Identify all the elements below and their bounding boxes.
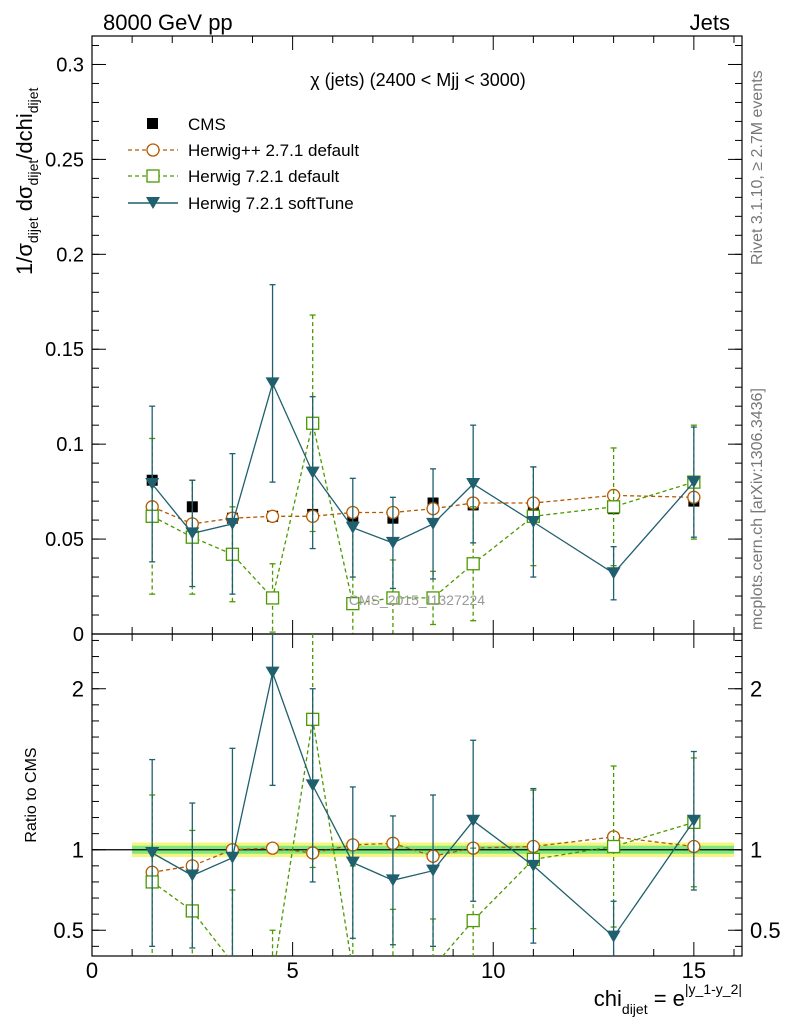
x-tick-label: 15 (682, 958, 706, 983)
side-label-rivet: Rivet 3.1.10, ≥ 2.7M events (749, 70, 766, 265)
data-point (466, 557, 480, 571)
data-point (606, 567, 621, 580)
data-point (606, 839, 621, 854)
data-point (426, 517, 441, 530)
ratio-y-tick-label-right: 1 (750, 838, 762, 863)
main-panel: 0 0.05 0.1 0.15 0.2 0.25 0.3 χ (jets) (2400 < … (12, 35, 743, 646)
data-point (265, 666, 280, 679)
data-point (145, 846, 160, 859)
ylabel-part-1: 1/σ (12, 243, 37, 275)
main-y-tick-label: 0.2 (56, 244, 84, 266)
legend-marker-softtune (146, 197, 160, 209)
ratio-frame (91, 633, 743, 957)
legend: CMS Herwig++ 2.7.1 default Herwig 7.2.1 … (128, 115, 359, 213)
ylabel-part-2: dσ (12, 185, 37, 217)
ratio-y-tick-label-right: 2 (750, 677, 762, 702)
data-point (265, 377, 280, 390)
data-point (466, 478, 481, 491)
data-point (346, 596, 360, 611)
ylabel-sub-2: dijet (25, 160, 41, 186)
data-point (265, 591, 280, 605)
main-y-tick-label: 0.05 (45, 529, 84, 551)
data-point (606, 930, 621, 943)
main-series-layer (145, 284, 701, 634)
legend-marker-herwigpp (146, 143, 160, 157)
series-line (151, 670, 695, 938)
data-point (225, 517, 240, 530)
data-point (386, 591, 400, 605)
data-point (466, 913, 480, 928)
series-line (152, 836, 694, 873)
data-point (426, 864, 441, 877)
legend-label-softtune: Herwig 7.2.1 softTune (188, 194, 354, 213)
legend-marker-herwig721 (146, 169, 160, 183)
legend-label-herwig721: Herwig 7.2.1 default (188, 167, 339, 186)
main-y-tick-label: 0.1 (56, 434, 84, 456)
data-point (385, 536, 400, 549)
watermark: CMS_2015_I1327224 (349, 592, 485, 608)
data-point (305, 779, 320, 792)
data-point (225, 851, 240, 864)
x-tick-label: 0 (86, 958, 98, 983)
data-point (466, 814, 481, 827)
header-left-title: 8000 GeV pp (103, 10, 233, 35)
data-point (305, 466, 320, 479)
xlabel-part-1: chi (594, 986, 622, 1011)
ratio-series-layer (145, 634, 701, 956)
data-point (385, 874, 400, 887)
data-point (426, 591, 440, 605)
main-chart-title: χ (jets) (2400 < Mjj < 3000) (310, 70, 526, 90)
data-point (265, 841, 280, 855)
xlabel-sup: |y_1-y_2| (685, 981, 742, 997)
data-point (526, 515, 541, 528)
xlabel-part-2: = e (648, 986, 685, 1011)
series-line (151, 423, 695, 605)
series-line (151, 381, 695, 575)
main-y-tick-label: 0.25 (45, 149, 84, 171)
data-point (606, 500, 621, 514)
ylabel-sub-1: dijet (25, 217, 41, 243)
ratio-y-tick-label: 0.5 (53, 918, 84, 943)
data-point (345, 856, 360, 869)
legend-label-cms: CMS (188, 115, 226, 134)
x-tick-label: 10 (481, 958, 505, 983)
data-point (345, 521, 360, 534)
main-y-tick-label: 0 (73, 624, 84, 646)
main-y-axis-label: 1/σdijet dσdijet/dchidijet (12, 87, 41, 275)
side-label-mcplots: mcplots.cern.ch [arXiv:1306.3436] (749, 388, 766, 630)
main-ticks: 0 0.05 0.1 0.15 0.2 0.25 0.3 (45, 36, 742, 646)
xlabel-sub: dijet (622, 1001, 648, 1017)
main-y-tick-label: 0.15 (45, 339, 84, 361)
data-point (686, 476, 701, 489)
ylabel-sub-3: dijet (25, 87, 41, 113)
data-point (686, 814, 701, 827)
data-point (265, 509, 280, 523)
ratio-y-tick-label: 2 (72, 677, 84, 702)
ratio-ticks: 0.5 0.5 1 1 2 2 0 5 10 15 (53, 634, 781, 983)
data-point (526, 859, 541, 872)
ratio-panel: 0.5 0.5 1 1 2 2 0 5 10 15 Ratio to CMS chidijet =… (23, 633, 781, 1017)
series-line (151, 494, 694, 525)
ratio-y-tick-label-right: 0.5 (750, 918, 781, 943)
x-tick-label: 5 (286, 958, 298, 983)
data-point (185, 527, 200, 540)
data-point (185, 869, 200, 882)
x-axis-label: chidijet = e|y_1-y_2| (594, 981, 742, 1017)
ratio-y-axis-label: Ratio to CMS (23, 747, 40, 842)
data-point (145, 478, 160, 491)
legend-marker-cms (147, 118, 158, 129)
ratio-y-tick-label: 1 (72, 838, 84, 863)
legend-label-herwigpp: Herwig++ 2.7.1 default (188, 141, 359, 160)
main-y-tick-label: 0.3 (56, 54, 84, 76)
header-right-title: Jets (690, 10, 730, 35)
ylabel-part-3: /dchi (12, 113, 37, 159)
